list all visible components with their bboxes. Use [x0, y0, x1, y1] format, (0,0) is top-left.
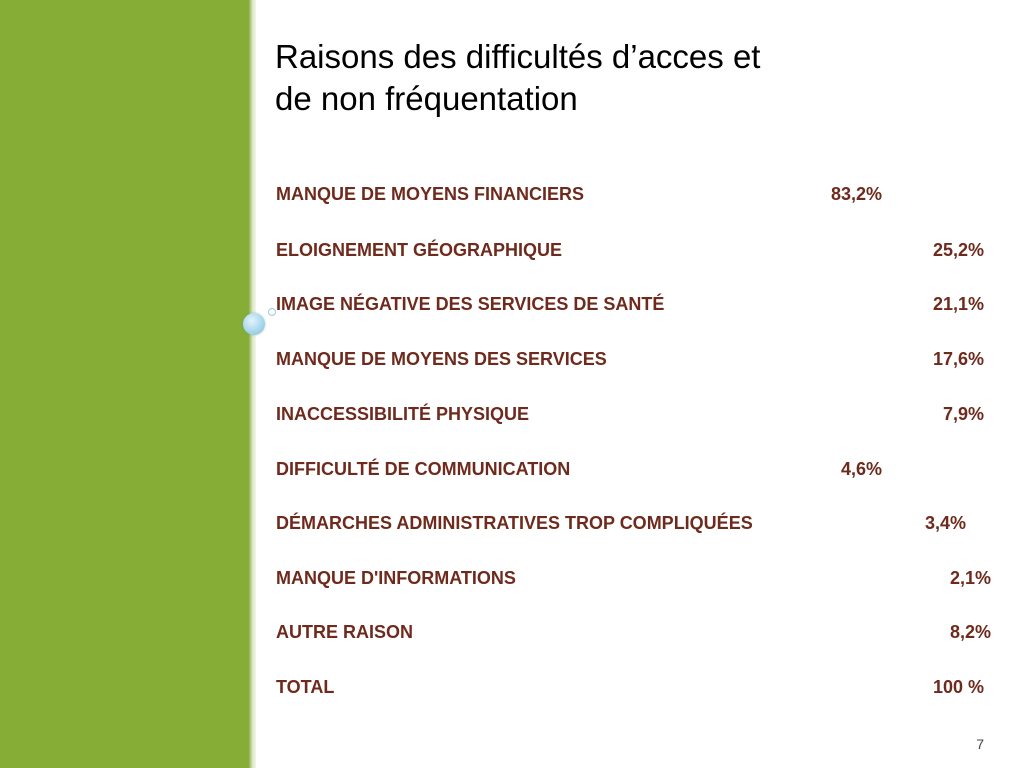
reason-label: ELOIGNEMENT GÉOGRAPHIQUE	[276, 240, 563, 260]
reason-label: DIFFICULTÉ DE COMMUNICATION	[276, 459, 571, 479]
title-line-2: de non fréquentation	[275, 80, 578, 117]
reason-value: 4,6%	[840, 459, 882, 479]
reason-label: INACCESSIBILITÉ PHYSIQUE	[276, 404, 530, 424]
reason-label: MANQUE DE MOYENS FINANCIERS	[276, 184, 585, 204]
sidebar-divider	[248, 0, 256, 768]
reason-label: MANQUE D'INFORMATIONS	[276, 568, 516, 588]
total-value: 100 %	[932, 677, 984, 697]
reason-label: IMAGE NÉGATIVE DES SERVICES DE SANTÉ	[276, 294, 665, 314]
reason-label: DÉMARCHES ADMINISTRATIVES TROP COMPLIQUÉ…	[276, 513, 753, 533]
reason-value: 17,6%	[932, 349, 984, 369]
reason-value: 3,4%	[924, 513, 966, 533]
reason-label: MANQUE DE MOYENS DES SERVICES	[276, 349, 607, 369]
page-number: 7	[976, 736, 984, 752]
small-circle-ornament-icon	[268, 308, 276, 316]
reason-value: 7,9%	[942, 404, 984, 424]
reason-label: AUTRE RAISON	[276, 622, 414, 642]
title-line-1: Raisons des difficultés d’acces et	[275, 38, 761, 75]
total-label: TOTAL	[276, 677, 335, 697]
reason-value: 83,2%	[830, 184, 882, 204]
slide-title: Raisons des difficultés d’acces et de no…	[275, 36, 975, 120]
green-sidebar	[0, 0, 248, 768]
reason-value: 21,1%	[932, 294, 984, 314]
reason-value: 25,2%	[932, 240, 984, 260]
circle-ornament-icon	[243, 313, 265, 335]
reason-value: 2,1%	[949, 568, 991, 588]
reason-value: 8,2%	[949, 622, 991, 642]
